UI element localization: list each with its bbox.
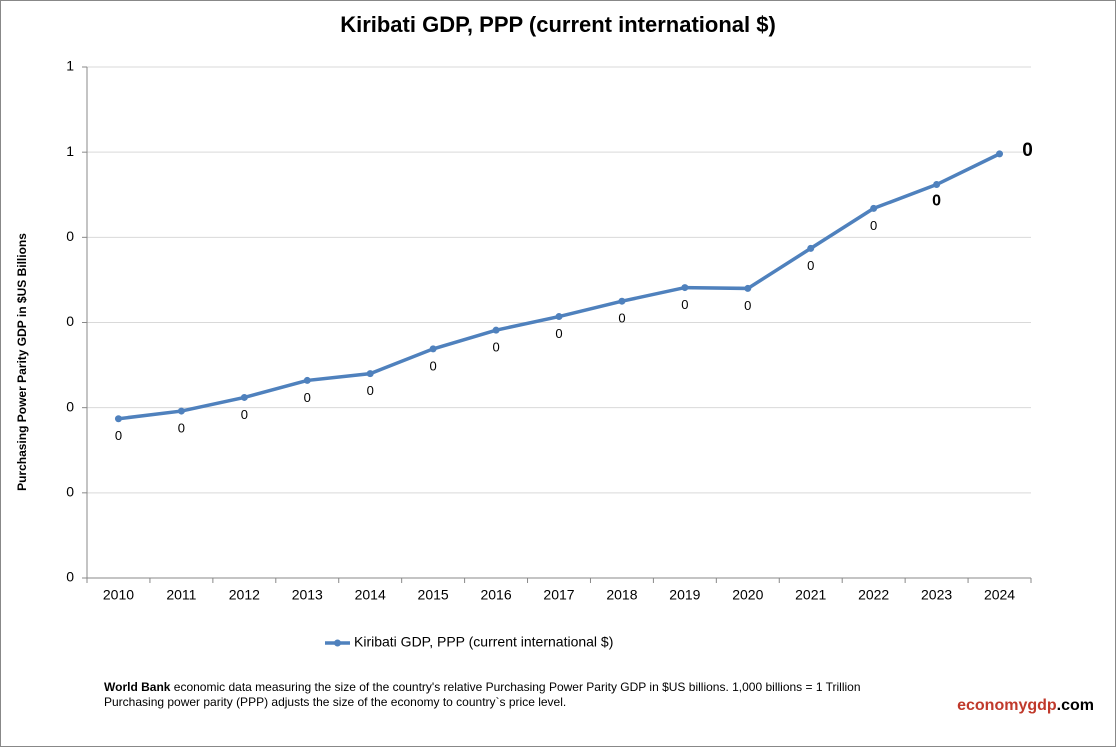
x-tick-label: 2024 <box>984 587 1015 603</box>
data-point <box>681 284 689 292</box>
y-tick-label: 0 <box>66 313 74 329</box>
y-tick-label: 1 <box>66 58 74 74</box>
x-tick-label: 2011 <box>166 587 196 603</box>
data-label: 0 <box>870 218 877 233</box>
x-tick-label: 2022 <box>858 587 889 603</box>
x-tick-label: 2018 <box>606 587 637 603</box>
data-label: 0 <box>807 258 814 273</box>
y-tick-label: 0 <box>66 398 74 414</box>
data-label: 0 <box>178 421 185 436</box>
data-point <box>807 244 815 252</box>
x-tick-label: 2010 <box>103 587 134 603</box>
y-tick-label: 0 <box>66 484 74 500</box>
data-point <box>492 326 500 334</box>
x-tick-label: 2012 <box>229 587 260 603</box>
data-label: 0 <box>241 407 248 422</box>
data-label: 0 <box>304 390 311 405</box>
chart-title: Kiribati GDP, PPP (current international… <box>340 12 776 37</box>
x-tick-label: 2013 <box>292 587 323 603</box>
data-label: 0 <box>430 358 437 373</box>
data-point <box>366 370 374 378</box>
footer-source: World Bank <box>104 680 171 694</box>
x-tick-label: 2014 <box>355 587 386 603</box>
data-label: 0 <box>115 428 122 443</box>
legend-marker <box>334 639 341 647</box>
x-tick-label: 2015 <box>418 587 449 603</box>
brand-suffix: .com <box>1057 697 1094 714</box>
data-point <box>996 150 1004 158</box>
x-tick-label: 2021 <box>795 587 826 603</box>
data-point <box>744 284 752 292</box>
data-point <box>114 415 122 423</box>
footer-line1: World Bank economic data measuring the s… <box>104 680 861 694</box>
data-label: 0 <box>744 298 751 313</box>
legend-label: Kiribati GDP, PPP (current international… <box>354 634 613 650</box>
data-label: 0 <box>618 311 625 326</box>
y-tick-label: 1 <box>66 143 74 159</box>
x-tick-label: 2020 <box>732 587 763 603</box>
data-point <box>555 313 563 321</box>
y-tick-label: 0 <box>66 569 74 585</box>
y-axis-title: Purchasing Power Parity GDP in $US Billi… <box>15 233 29 491</box>
data-point <box>177 407 185 415</box>
data-point <box>303 376 311 384</box>
data-label: 0 <box>367 383 374 398</box>
data-point <box>429 345 437 353</box>
data-point <box>870 204 878 212</box>
x-tick-label: 2016 <box>480 587 511 603</box>
data-label: 0 <box>555 326 562 341</box>
brand-name: economygdp <box>957 697 1057 714</box>
y-tick-label: 0 <box>66 228 74 244</box>
footer-text: economic data measuring the size of the … <box>170 680 860 694</box>
data-label: 0 <box>681 297 688 312</box>
data-point <box>933 181 941 189</box>
x-tick-label: 2019 <box>669 587 700 603</box>
data-label: 0 <box>1022 140 1033 161</box>
data-point <box>618 297 626 305</box>
data-label: 0 <box>932 193 941 210</box>
brand: economygdp.com <box>957 697 1094 714</box>
footer-line2: Purchasing power parity (PPP) adjusts th… <box>104 695 566 709</box>
x-tick-label: 2017 <box>543 587 574 603</box>
data-point <box>240 393 248 401</box>
data-label: 0 <box>492 340 499 355</box>
x-tick-label: 2023 <box>921 587 952 603</box>
